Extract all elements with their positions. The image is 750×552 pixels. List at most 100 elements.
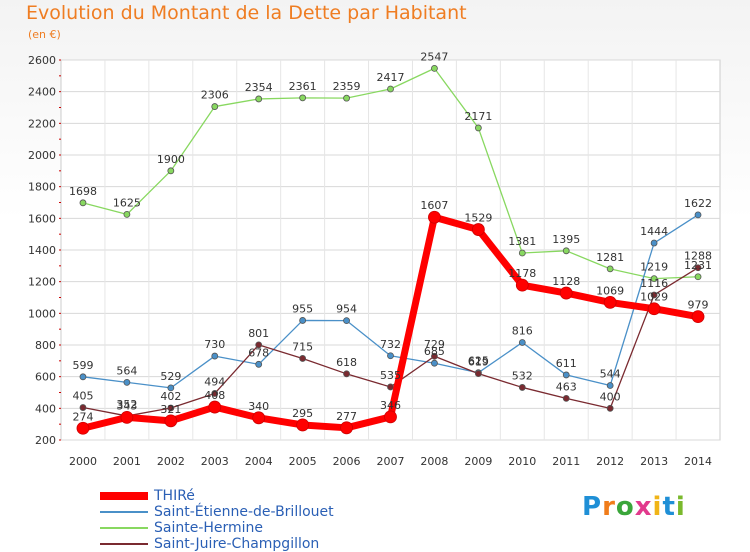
data-point bbox=[694, 264, 702, 272]
data-label: 2359 bbox=[333, 80, 361, 93]
data-point bbox=[255, 341, 263, 349]
y-tick-label: 2000 bbox=[28, 149, 56, 162]
data-label: 611 bbox=[556, 357, 577, 370]
data-point bbox=[299, 94, 307, 102]
data-label: 1288 bbox=[684, 250, 712, 263]
x-tick-label: 2003 bbox=[201, 455, 229, 468]
data-label: 564 bbox=[116, 364, 137, 377]
data-point bbox=[650, 275, 658, 283]
data-point bbox=[603, 296, 617, 309]
data-point bbox=[167, 404, 175, 412]
data-point bbox=[471, 223, 485, 236]
legend-swatch-saint-juire bbox=[100, 543, 148, 545]
logo-letter: P bbox=[582, 492, 603, 522]
x-tick-label: 2002 bbox=[157, 455, 185, 468]
chart-unit: (en €) bbox=[28, 28, 61, 41]
data-label: 1444 bbox=[640, 225, 668, 238]
data-point bbox=[691, 310, 705, 324]
y-tick-label: 2200 bbox=[28, 117, 56, 130]
legend-swatch-sainte-hermine bbox=[100, 527, 148, 529]
x-tick-label: 2013 bbox=[640, 455, 668, 468]
logo-letter: t bbox=[662, 492, 676, 522]
data-label: 599 bbox=[72, 359, 93, 372]
data-label: 619 bbox=[468, 356, 489, 369]
data-label: 1231 bbox=[684, 259, 712, 272]
legend-label-sainte-hermine: Sainte-Hermine bbox=[154, 520, 264, 536]
data-point bbox=[387, 85, 394, 93]
data-label: 1529 bbox=[464, 212, 492, 225]
legend-item-saint-etienne: Saint-Étienne-de-Brillouet bbox=[100, 504, 334, 520]
data-point bbox=[650, 291, 658, 299]
x-tick-label: 2008 bbox=[420, 455, 448, 468]
logo-letter: x bbox=[634, 492, 653, 522]
data-point bbox=[606, 382, 614, 389]
y-tick-label: 1200 bbox=[28, 276, 56, 289]
data-label: 2417 bbox=[377, 71, 405, 84]
data-point bbox=[518, 384, 526, 391]
data-point bbox=[515, 278, 529, 292]
y-tick-label: 2600 bbox=[28, 54, 56, 67]
data-point bbox=[562, 247, 570, 255]
data-point bbox=[431, 359, 438, 367]
x-tick-label: 2011 bbox=[552, 455, 580, 468]
data-label: 1625 bbox=[113, 196, 141, 209]
data-label: 2354 bbox=[245, 81, 273, 94]
data-point bbox=[431, 64, 438, 72]
legend-label-thire: THIRé bbox=[154, 488, 195, 504]
legend-item-saint-juire: Saint-Juire-Champgillon bbox=[100, 536, 334, 552]
x-tick-label: 2007 bbox=[377, 455, 405, 468]
data-label: 532 bbox=[512, 369, 533, 382]
data-label: 1116 bbox=[640, 277, 668, 290]
logo-letter: i bbox=[652, 492, 663, 522]
data-point bbox=[562, 394, 570, 402]
chart-title: Evolution du Montant de la Dette par Hab… bbox=[26, 2, 467, 24]
y-tick-label: 200 bbox=[35, 434, 56, 447]
data-label: 1622 bbox=[684, 197, 712, 210]
data-label: 400 bbox=[600, 390, 621, 403]
data-label: 408 bbox=[204, 389, 225, 402]
data-label: 801 bbox=[248, 327, 269, 340]
data-point bbox=[384, 410, 397, 424]
data-label: 1607 bbox=[420, 199, 448, 212]
data-label: 405 bbox=[72, 390, 93, 403]
y-tick-label: 1600 bbox=[28, 212, 56, 225]
data-label: 625 bbox=[468, 355, 489, 368]
data-point bbox=[606, 404, 614, 412]
proxiti-logo: Proxiti bbox=[582, 492, 686, 522]
x-tick-label: 2000 bbox=[69, 455, 97, 468]
data-point bbox=[296, 418, 310, 432]
data-label: 340 bbox=[248, 400, 269, 413]
data-label: 346 bbox=[380, 399, 401, 412]
data-point bbox=[343, 370, 350, 378]
data-point bbox=[474, 370, 482, 378]
data-label: 955 bbox=[292, 302, 313, 315]
data-label: 544 bbox=[600, 368, 621, 381]
y-tick-label: 1400 bbox=[28, 244, 56, 257]
data-label: 678 bbox=[248, 346, 269, 359]
data-point bbox=[76, 421, 90, 435]
data-label: 494 bbox=[204, 375, 225, 388]
legend-label-saint-etienne: Saint-Étienne-de-Brillouet bbox=[154, 504, 334, 520]
data-label: 295 bbox=[292, 407, 313, 420]
logo-letter: o bbox=[615, 492, 635, 522]
data-point bbox=[428, 210, 441, 224]
line-chart: 200 400 600 800 1000 1200 1400 1600 1800 2000 2200… bbox=[28, 50, 721, 468]
x-tick-label: 2004 bbox=[245, 455, 273, 468]
data-label: 1698 bbox=[69, 185, 97, 198]
x-tick-label: 2010 bbox=[508, 455, 536, 468]
data-label: 343 bbox=[116, 399, 137, 412]
data-point bbox=[252, 411, 266, 425]
data-point bbox=[299, 355, 307, 362]
x-tick-label: 2012 bbox=[596, 455, 624, 468]
data-point bbox=[694, 273, 702, 281]
data-label: 1069 bbox=[596, 284, 624, 297]
data-point bbox=[79, 199, 87, 207]
legend-item-sainte-hermine: Sainte-Hermine bbox=[100, 520, 334, 536]
data-label: 2171 bbox=[464, 110, 492, 123]
legend-swatch-saint-etienne bbox=[100, 511, 148, 513]
data-label: 732 bbox=[380, 338, 401, 351]
data-label: 2547 bbox=[420, 50, 448, 63]
data-point bbox=[559, 286, 573, 300]
logo-letter: i bbox=[675, 492, 686, 522]
